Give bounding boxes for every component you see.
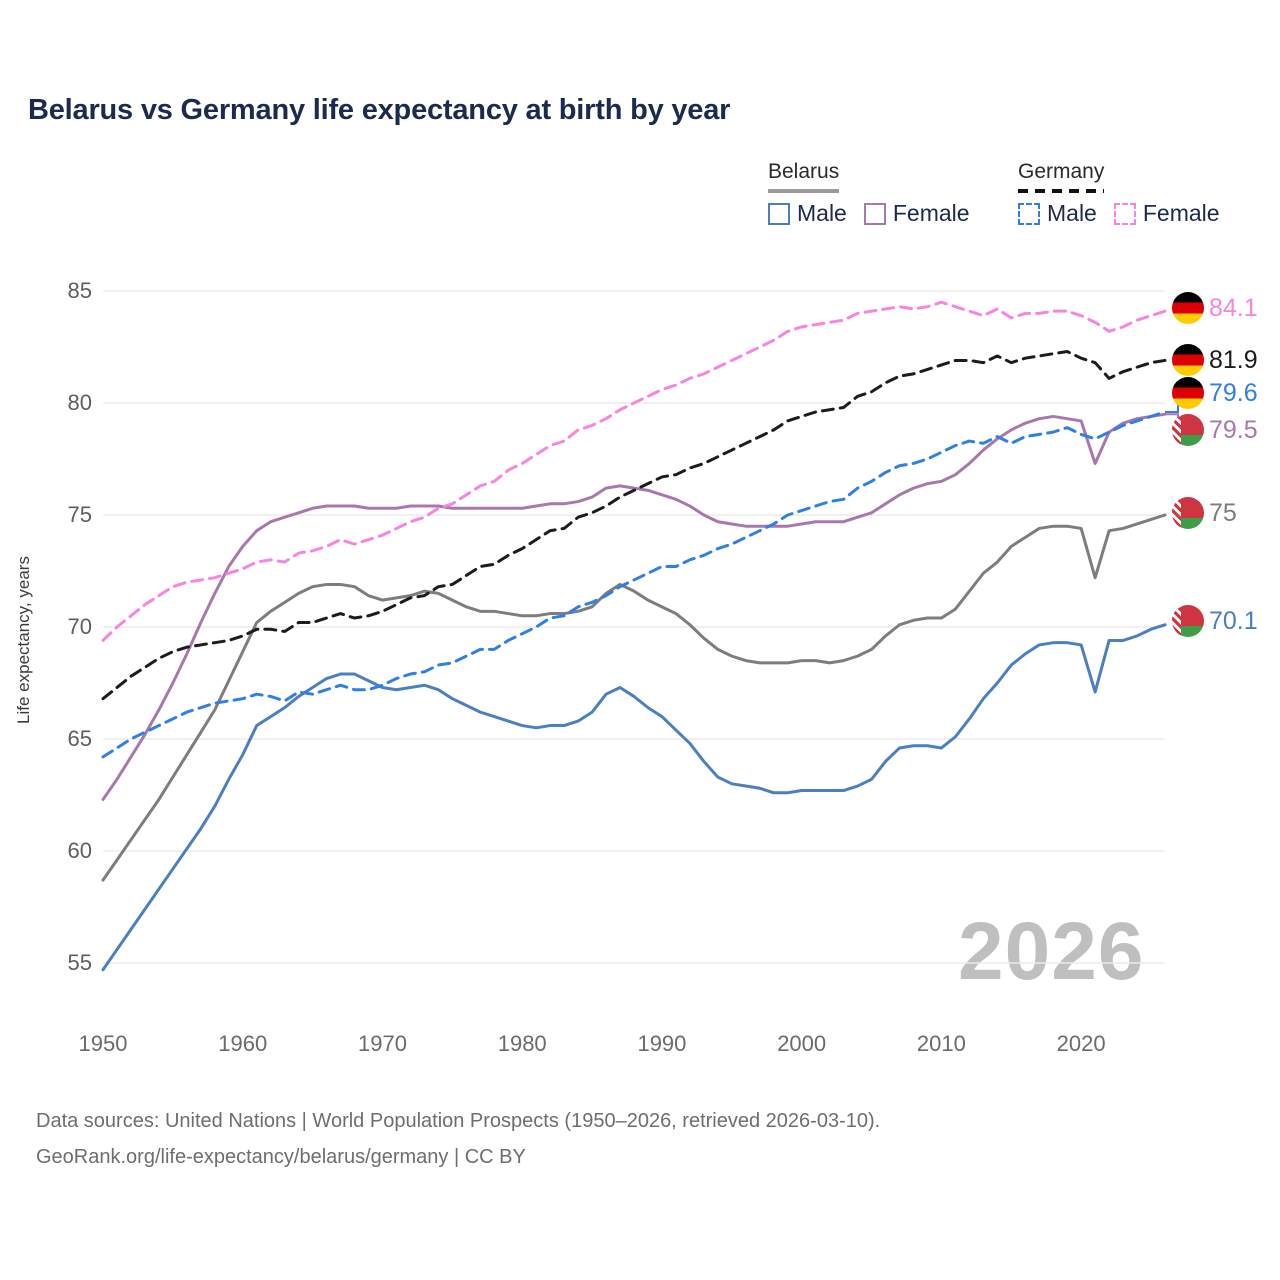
series-end-label: 84.1 xyxy=(1172,292,1258,324)
germany-flag-icon xyxy=(1172,292,1204,324)
legend-country-germany: Germany xyxy=(1018,160,1105,183)
belarus-flag-icon xyxy=(1172,414,1204,446)
x-axis-tick-label: 1990 xyxy=(637,1031,687,1056)
legend-item-label: Female xyxy=(892,200,970,226)
legend-item-belarus-male[interactable]: Male xyxy=(768,200,847,227)
y-axis-tick-label: 55 xyxy=(67,950,92,975)
end-label-value: 79.5 xyxy=(1209,415,1258,444)
legend-group-germany: Germany xyxy=(1018,160,1105,193)
legend: Belarus Germany Male Female Male xyxy=(760,160,1260,240)
y-axis-tick-label: 75 xyxy=(67,502,92,527)
x-axis-tick-label: 1970 xyxy=(357,1031,407,1056)
series-end-label: 70.1 xyxy=(1172,605,1258,637)
legend-rule-belarus xyxy=(768,189,840,193)
series-line-germany-female xyxy=(101,300,1167,642)
legend-item-label: Male xyxy=(797,200,847,226)
legend-items-belarus: Male Female xyxy=(768,200,970,227)
x-axis-tick-label: 2010 xyxy=(916,1031,966,1056)
legend-swatch-icon xyxy=(1018,202,1040,225)
series-line-belarus-female xyxy=(101,412,1167,801)
end-label-value: 81.9 xyxy=(1209,345,1258,374)
legend-item-label: Male xyxy=(1047,200,1097,226)
y-axis-tick-label: 65 xyxy=(67,726,92,751)
germany-flag-icon xyxy=(1172,377,1204,409)
series-end-label: 79.6 xyxy=(1172,377,1258,409)
series-line-belarus-male xyxy=(101,623,1167,972)
series-line-germany-male xyxy=(101,410,1167,759)
end-label-value: 79.6 xyxy=(1209,378,1258,407)
legend-swatch-icon xyxy=(863,202,886,225)
series-end-label: 81.9 xyxy=(1172,344,1258,376)
legend-item-germany-female[interactable]: Female xyxy=(1113,200,1220,227)
series-line-germany-both-sexes xyxy=(101,349,1167,701)
legend-items-germany: Male Female xyxy=(1018,200,1220,227)
y-axis-tick-label: 85 xyxy=(67,278,92,303)
series-end-label: 75 xyxy=(1172,497,1237,529)
y-axis-tick-label: 70 xyxy=(67,614,92,639)
x-axis-tick-label: 2000 xyxy=(777,1031,827,1056)
end-label-value: 70.1 xyxy=(1209,606,1258,635)
legend-item-germany-male[interactable]: Male xyxy=(1018,200,1097,227)
y-axis-tick-label: 60 xyxy=(67,838,92,863)
series-end-label: 79.5 xyxy=(1172,414,1258,446)
legend-rule-germany xyxy=(1018,189,1105,193)
footer-attribution: GeoRank.org/life-expectancy/belarus/germ… xyxy=(36,1146,526,1168)
belarus-flag-icon xyxy=(1172,605,1204,637)
x-axis-tick-label: 1980 xyxy=(497,1031,547,1056)
series-line-belarus-both-sexes xyxy=(101,513,1167,882)
legend-item-label: Female xyxy=(1142,200,1220,226)
germany-flag-icon xyxy=(1172,344,1204,376)
x-axis-tick-label: 1950 xyxy=(78,1031,128,1056)
legend-swatch-icon xyxy=(768,202,790,225)
footer-data-source: Data sources: United Nations | World Pop… xyxy=(36,1110,881,1132)
page-title: Belarus vs Germany life expectancy at bi… xyxy=(28,94,731,126)
end-label-value: 75 xyxy=(1209,498,1237,527)
y-axis-tick-label: 80 xyxy=(67,390,92,415)
year-watermark: 2026 xyxy=(958,906,1145,997)
x-axis-tick-label: 2020 xyxy=(1056,1031,1106,1056)
x-axis-tick-label: 1960 xyxy=(218,1031,268,1056)
end-label-value: 84.1 xyxy=(1209,293,1258,322)
legend-item-belarus-female[interactable]: Female xyxy=(863,200,970,227)
legend-group-belarus: Belarus xyxy=(768,160,840,193)
legend-swatch-icon xyxy=(1113,202,1136,225)
legend-country-belarus: Belarus xyxy=(768,160,840,183)
belarus-flag-icon xyxy=(1172,497,1204,529)
